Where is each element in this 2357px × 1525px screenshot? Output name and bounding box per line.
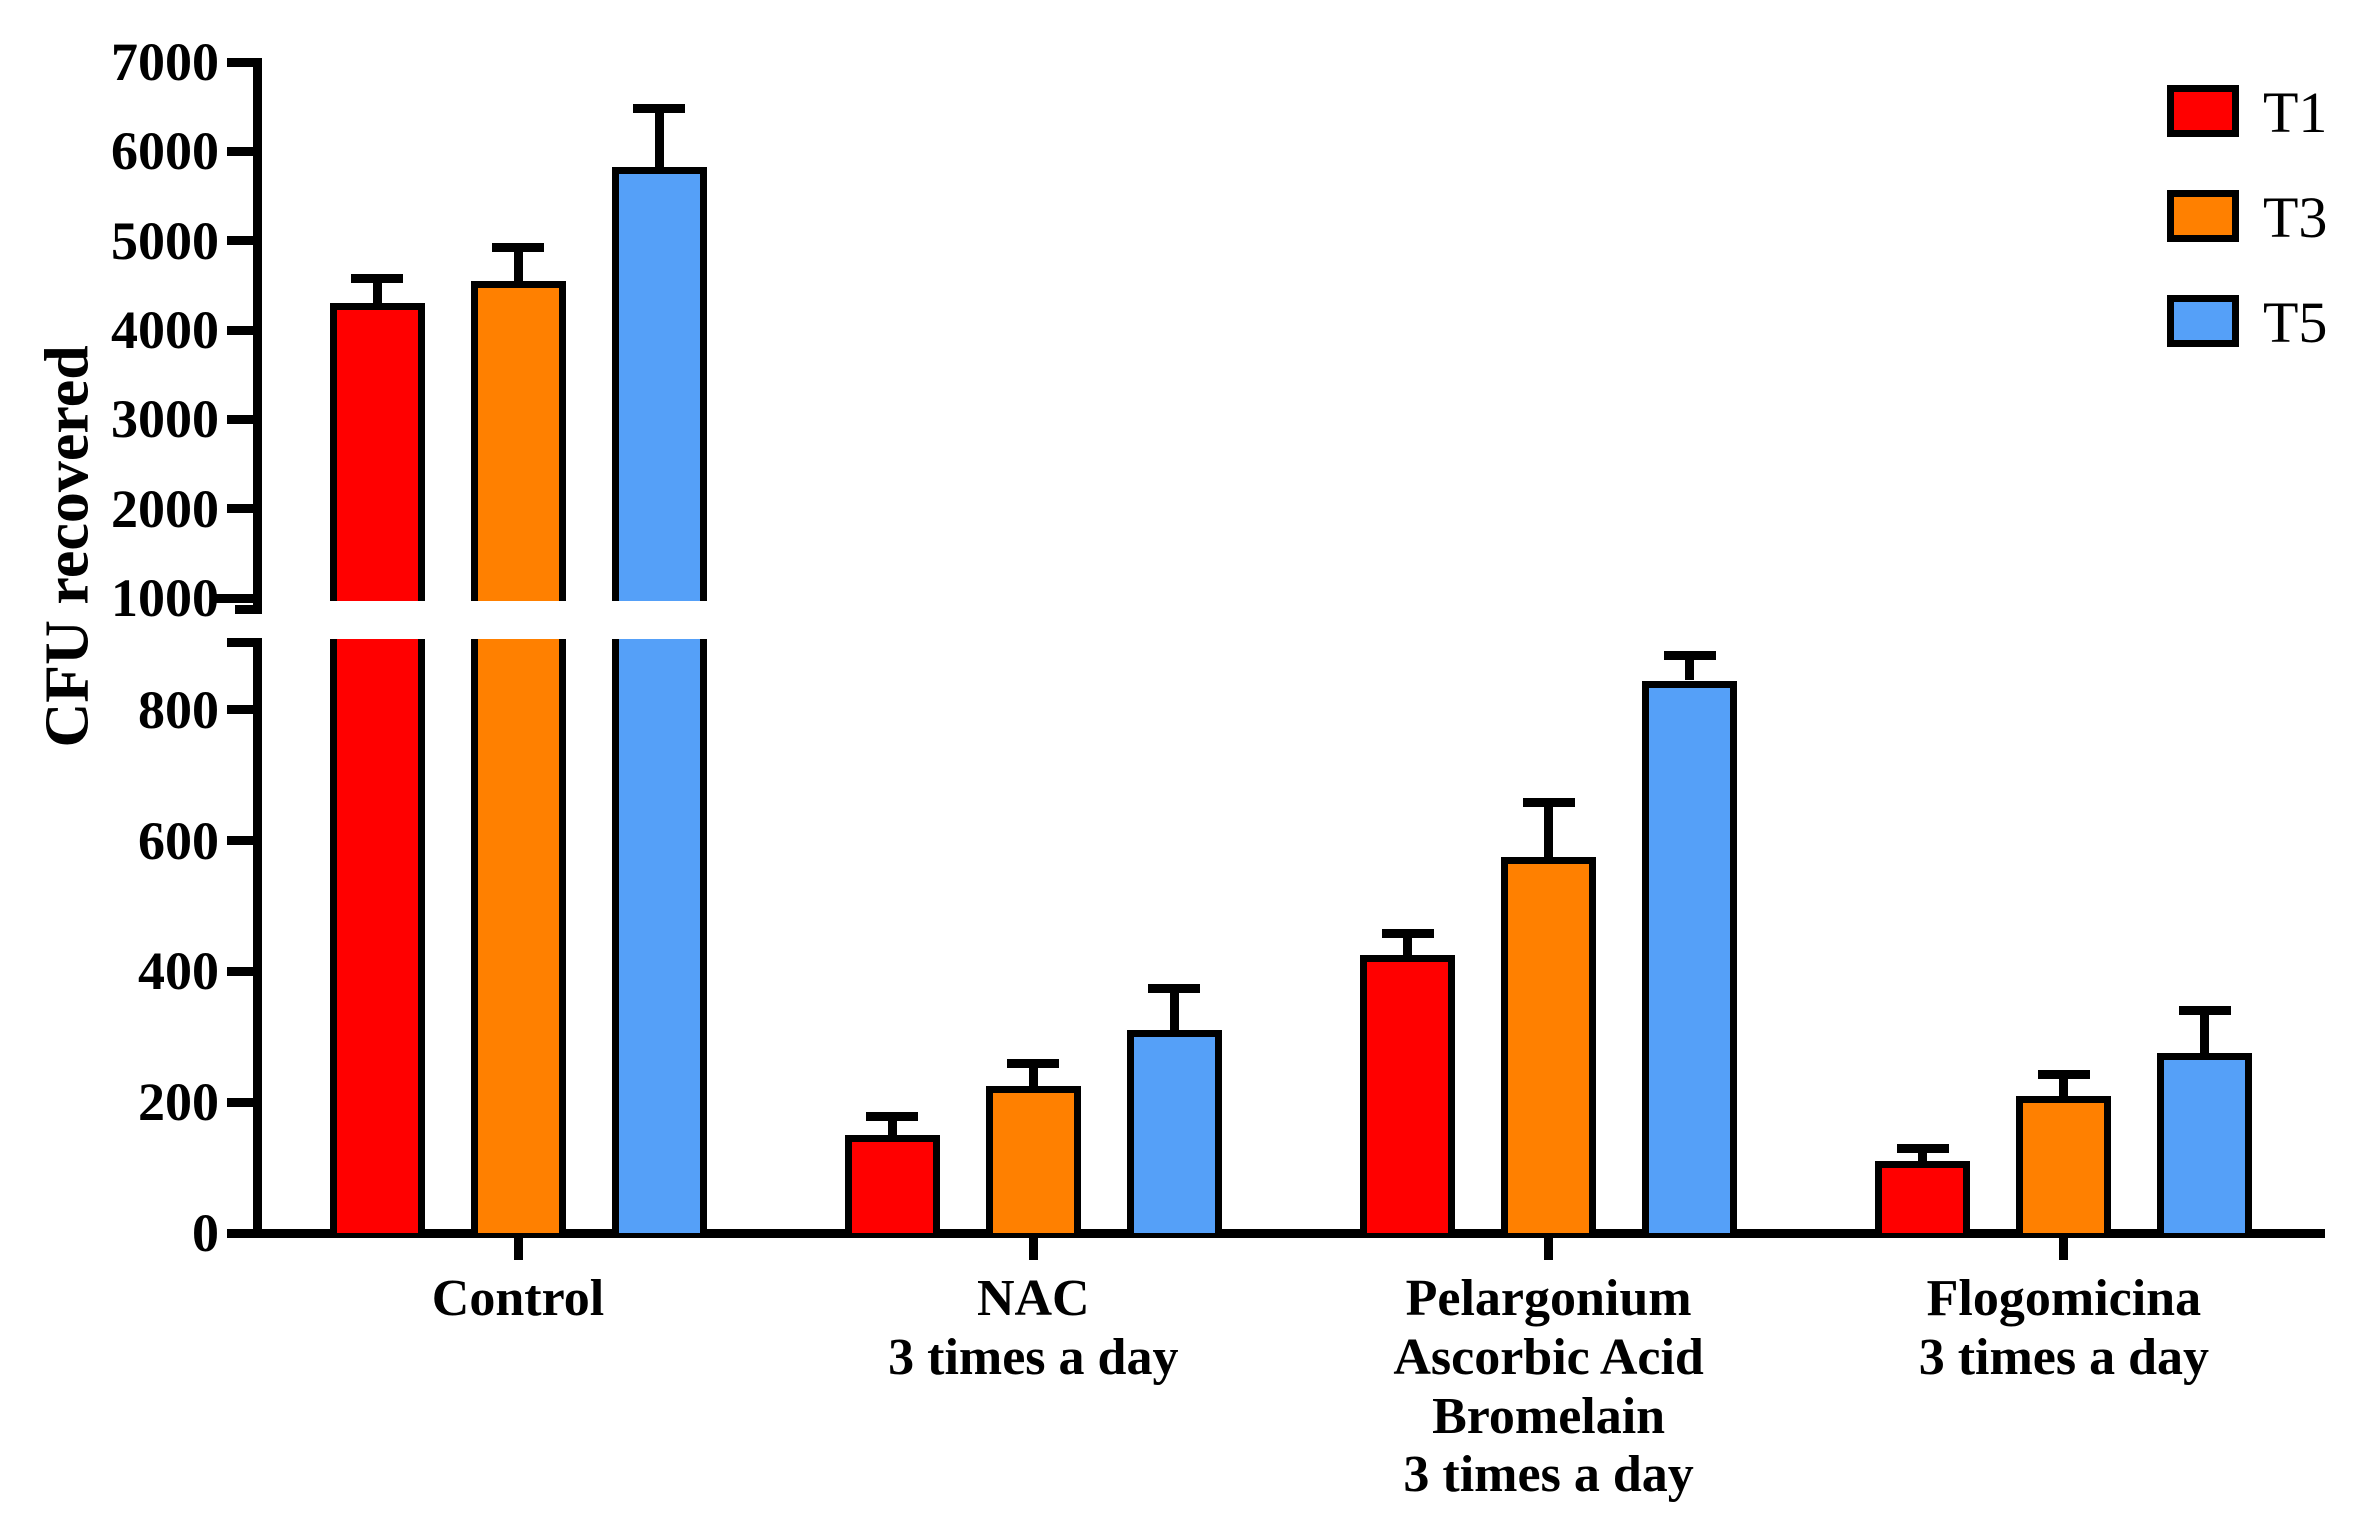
x-category-label-3: Flogomicina 3 times a day	[1918, 1270, 2210, 1386]
x-tick-2	[1544, 1238, 1554, 1260]
y-tick-upper-6000	[227, 146, 253, 156]
bar-t3-category0-lower	[470, 639, 566, 1233]
y-axis-lower-segment	[253, 638, 262, 1238]
y-tick-upper-2000	[227, 504, 253, 514]
error-bar-stem-t1-category3	[1918, 1151, 1928, 1162]
y-tick-label-5000: 5000	[111, 210, 219, 271]
y-tick-label-4000: 4000	[111, 300, 219, 360]
bar-t3-category2	[1501, 857, 1597, 1233]
axis-break-tick-lower	[227, 638, 253, 647]
error-bar-cap-t3-category0	[492, 242, 544, 252]
x-category-label-2: Pelargonium Ascorbic Acid Bromelain 3 ti…	[1393, 1270, 1704, 1504]
error-bar-stem-t1-category2	[1403, 935, 1413, 956]
x-axis	[250, 1229, 2325, 1238]
y-tick-label-200: 200	[138, 1072, 219, 1133]
error-bar-stem-t5-category0	[654, 111, 664, 167]
error-bar-cap-t5-category2	[1663, 650, 1716, 660]
legend-swatch-t5	[2167, 295, 2239, 347]
legend-label-t3: T3	[2263, 185, 2328, 250]
bar-t3-category1	[985, 1085, 1081, 1233]
error-bar-cap-t1-category2	[1381, 928, 1434, 938]
error-bar-stem-t5-category3	[2200, 1012, 2210, 1054]
y-axis-upper-segment	[253, 58, 262, 614]
error-bar-stem-t3-category1	[1028, 1066, 1038, 1086]
y-tick-lower-800	[227, 705, 253, 715]
bar-t3-category0-upper	[470, 280, 566, 601]
y-tick-upper-4000	[227, 325, 253, 335]
error-bar-cap-t3-category3	[2037, 1070, 2090, 1080]
axis-break-tick-upper	[235, 605, 253, 614]
bar-t1-category1	[844, 1134, 940, 1233]
y-tick-upper-7000	[227, 57, 253, 67]
legend-label-t1: T1	[2263, 80, 2328, 145]
y-tick-lower-600	[227, 836, 253, 846]
error-bar-cap-t5-category3	[2178, 1005, 2231, 1015]
y-tick-label-7000: 7000	[111, 32, 219, 92]
y-tick-label-2000: 2000	[111, 478, 219, 539]
bar-t5-category3	[2157, 1053, 2253, 1233]
x-tick-1	[1028, 1238, 1038, 1260]
bar-t3-category3	[2016, 1095, 2112, 1233]
legend-label-t5: T5	[2263, 290, 2328, 355]
legend: T1 T3 T5	[2167, 80, 2357, 385]
y-tick-label-1000: 1000	[111, 568, 219, 628]
x-tick-0	[513, 1238, 523, 1260]
error-bar-cap-t1-category0	[351, 273, 403, 283]
error-bar-cap-t3-category1	[1007, 1059, 1060, 1069]
legend-swatch-t3	[2167, 190, 2239, 242]
error-bar-stem-t3-category0	[513, 249, 523, 281]
bar-t1-category2	[1360, 955, 1456, 1233]
error-bar-cap-t3-category2	[1522, 797, 1575, 807]
y-tick-label-600: 600	[138, 810, 219, 871]
legend-swatch-t1	[2167, 85, 2239, 137]
x-category-label-0: Control	[431, 1270, 605, 1327]
bar-t5-category0-upper	[611, 166, 707, 601]
error-bar-cap-t5-category1	[1148, 984, 1201, 994]
y-tick-label-0: 0	[192, 1203, 219, 1263]
bar-t5-category0-lower	[611, 639, 707, 1233]
bar-t1-category3	[1875, 1161, 1971, 1233]
error-bar-cap-t1-category3	[1896, 1144, 1949, 1154]
error-bar-stem-t5-category1	[1169, 991, 1179, 1031]
error-bar-stem-t3-category2	[1544, 804, 1554, 858]
bar-t1-category0-upper	[329, 303, 425, 601]
y-tick-upper-5000	[227, 236, 253, 246]
y-tick-label-400: 400	[138, 941, 219, 1002]
bar-t5-category1	[1126, 1030, 1222, 1233]
error-bar-cap-t5-category0	[633, 104, 685, 114]
y-tick-label-800: 800	[138, 679, 219, 740]
legend-item-t5: T5	[2167, 290, 2357, 355]
y-tick-label-6000: 6000	[111, 121, 219, 182]
legend-item-t1: T1	[2167, 80, 2357, 145]
x-category-label-1: NAC 3 times a day	[888, 1270, 1179, 1386]
y-tick-lower-400	[227, 966, 253, 976]
bar-t1-category0-lower	[329, 639, 425, 1233]
x-tick-3	[2059, 1238, 2069, 1260]
error-bar-stem-t1-category0	[372, 280, 382, 304]
y-tick-label-3000: 3000	[111, 389, 219, 450]
y-tick-lower-200	[227, 1097, 253, 1107]
y-tick-lower-0	[227, 1228, 253, 1238]
y-tick-upper-3000	[227, 414, 253, 424]
y-tick-upper-1000	[215, 593, 253, 603]
legend-item-t3: T3	[2167, 185, 2357, 250]
error-bar-cap-t1-category1	[866, 1111, 919, 1121]
bar-t5-category2	[1642, 680, 1738, 1233]
error-bar-stem-t1-category1	[887, 1118, 897, 1135]
error-bar-stem-t5-category2	[1685, 657, 1695, 681]
error-bar-stem-t3-category3	[2059, 1077, 2069, 1096]
